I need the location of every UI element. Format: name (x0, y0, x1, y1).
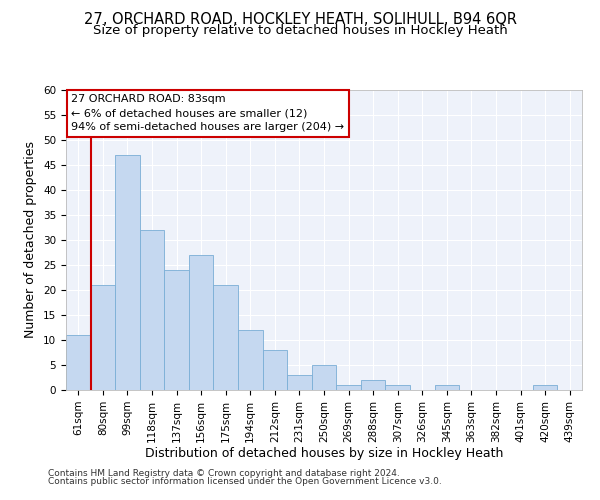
Bar (140, 230, 164, 390)
X-axis label: Distribution of detached houses by size in Hockley Heath: Distribution of detached houses by size … (145, 448, 503, 460)
Bar (66, 335, 91, 390)
Bar (361, 380, 385, 390)
Bar (164, 270, 189, 390)
Bar (287, 375, 312, 390)
Bar (312, 365, 336, 390)
Bar (115, 155, 140, 390)
Bar (336, 385, 361, 390)
Bar (238, 330, 263, 390)
Text: Contains HM Land Registry data © Crown copyright and database right 2024.: Contains HM Land Registry data © Crown c… (48, 468, 400, 477)
Text: Size of property relative to detached houses in Hockley Heath: Size of property relative to detached ho… (92, 24, 508, 37)
Text: 27, ORCHARD ROAD, HOCKLEY HEATH, SOLIHULL, B94 6QR: 27, ORCHARD ROAD, HOCKLEY HEATH, SOLIHUL… (83, 12, 517, 28)
Bar (91, 285, 115, 390)
Y-axis label: Number of detached properties: Number of detached properties (25, 142, 37, 338)
Bar (263, 350, 287, 390)
Text: Contains public sector information licensed under the Open Government Licence v3: Contains public sector information licen… (48, 477, 442, 486)
Bar (434, 385, 459, 390)
Bar (214, 285, 238, 390)
Bar (533, 385, 557, 390)
Bar (189, 255, 214, 390)
Text: 27 ORCHARD ROAD: 83sqm
← 6% of detached houses are smaller (12)
94% of semi-deta: 27 ORCHARD ROAD: 83sqm ← 6% of detached … (71, 94, 344, 132)
Bar (385, 385, 410, 390)
